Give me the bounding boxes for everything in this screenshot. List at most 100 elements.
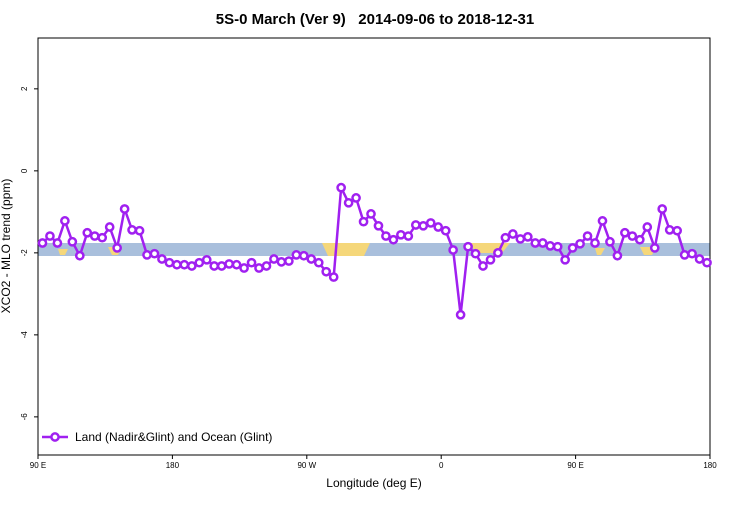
data-point <box>575 238 585 249</box>
chart-title: 5S-0 March (Ver 9) 2014-09-06 to 2018-12… <box>216 11 535 28</box>
data-point <box>89 231 100 241</box>
data-point <box>410 220 421 230</box>
y-tick-label: -2 <box>20 249 29 257</box>
data-point <box>366 209 376 219</box>
data-point <box>627 231 638 241</box>
y-axis-label: XCO2 - MLO trend (ppm) <box>0 179 13 314</box>
y-tick-label: 2 <box>20 86 29 91</box>
data-point <box>298 250 309 261</box>
data-point <box>164 257 175 268</box>
data-point <box>37 238 48 248</box>
data-point <box>179 259 190 270</box>
data-point <box>388 234 399 245</box>
data-point <box>403 231 414 241</box>
data-point <box>142 250 152 260</box>
data-point <box>276 257 287 267</box>
data-point <box>381 231 391 241</box>
data-point <box>702 257 712 268</box>
data-point <box>478 261 488 271</box>
data-point <box>687 248 697 259</box>
data-point <box>358 216 369 227</box>
data-point <box>560 254 570 265</box>
data-point <box>351 193 361 203</box>
data-point <box>448 245 458 255</box>
data-point <box>261 261 272 271</box>
data-point <box>336 182 346 193</box>
data-point <box>515 234 526 244</box>
data-point <box>209 261 220 271</box>
data-point <box>590 238 600 248</box>
data-point <box>425 218 436 228</box>
data-point <box>612 250 623 261</box>
data-point <box>231 259 242 270</box>
data-point <box>216 261 227 271</box>
data-point <box>664 225 675 235</box>
data-point <box>597 216 608 226</box>
data-point <box>582 231 593 241</box>
data-point <box>194 257 205 268</box>
data-point <box>104 222 115 232</box>
legend-marker <box>50 432 60 442</box>
data-point <box>493 248 503 258</box>
data-point <box>649 243 660 253</box>
data-point <box>522 232 533 242</box>
data-point <box>537 238 548 248</box>
data-point <box>620 227 630 238</box>
data-point <box>291 250 302 260</box>
data-point <box>530 238 541 248</box>
data-point <box>306 254 317 264</box>
x-axis-label: Longitude (deg E) <box>326 476 421 490</box>
data-point <box>112 243 122 253</box>
y-tick-label: -6 <box>20 413 29 421</box>
data-point <box>134 225 145 236</box>
data-point <box>470 248 481 259</box>
data-point <box>485 254 496 265</box>
data-point <box>552 241 563 252</box>
data-point <box>67 236 78 247</box>
data-point <box>500 232 511 243</box>
legend-label: Land (Nadir&Glint) and Ocean (Glint) <box>75 430 272 444</box>
data-point <box>463 241 473 252</box>
data-point <box>246 257 257 268</box>
data-point <box>343 197 354 208</box>
data-point <box>254 263 264 273</box>
data-point <box>74 250 85 261</box>
data-point <box>657 204 668 214</box>
data-point <box>97 232 108 243</box>
plot-frame <box>37 37 711 456</box>
data-point <box>321 266 332 277</box>
data-point <box>284 256 294 266</box>
x-tick-label: 90 E <box>30 461 46 470</box>
data-point <box>172 259 182 270</box>
data-point <box>440 225 451 236</box>
data-point <box>396 229 406 240</box>
data-point <box>328 272 339 282</box>
data-point <box>373 220 384 231</box>
data-point <box>418 220 429 231</box>
x-tick-label: 0 <box>439 461 444 470</box>
data-point <box>313 257 324 268</box>
data-point <box>201 254 212 265</box>
data-point <box>52 238 63 248</box>
x-tick-label: 90 W <box>297 461 316 470</box>
data-point <box>224 259 234 269</box>
data-point <box>186 261 197 271</box>
y-tick-label: 0 <box>20 168 29 173</box>
data-point <box>679 250 690 260</box>
data-point <box>642 222 653 232</box>
x-tick-label: 180 <box>166 461 180 470</box>
data-point <box>508 229 518 239</box>
data-point <box>455 309 466 320</box>
data-point <box>672 225 682 236</box>
data-point <box>239 263 249 273</box>
data-point <box>567 243 578 253</box>
data-point <box>45 231 55 241</box>
x-tick-label: 180 <box>703 461 717 470</box>
data-point <box>433 222 444 232</box>
x-tick-label: 90 E <box>567 461 583 470</box>
land-patch <box>58 243 656 256</box>
data-point <box>119 204 130 214</box>
data-point <box>82 227 93 238</box>
data-point <box>127 225 137 235</box>
